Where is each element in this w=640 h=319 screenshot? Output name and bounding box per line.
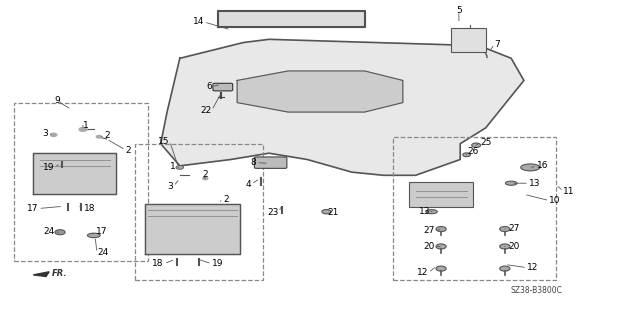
Text: 4: 4 <box>246 180 251 189</box>
Circle shape <box>500 266 510 271</box>
Text: 16: 16 <box>537 161 548 170</box>
Text: 6: 6 <box>206 82 212 91</box>
Ellipse shape <box>88 233 100 238</box>
Text: 12: 12 <box>527 263 538 272</box>
Text: 27: 27 <box>508 224 519 233</box>
Text: 7: 7 <box>495 40 500 48</box>
Polygon shape <box>218 11 365 27</box>
FancyBboxPatch shape <box>213 83 233 91</box>
Text: 22: 22 <box>200 106 212 115</box>
Text: 20: 20 <box>508 242 519 251</box>
Text: FR.: FR. <box>52 270 67 278</box>
Circle shape <box>436 266 446 271</box>
Text: SZ38-B3800C: SZ38-B3800C <box>510 286 562 295</box>
Circle shape <box>203 177 208 180</box>
Ellipse shape <box>426 210 437 214</box>
Circle shape <box>500 226 510 232</box>
Text: 14: 14 <box>193 18 204 26</box>
Text: 11: 11 <box>563 187 575 196</box>
Text: 18: 18 <box>152 259 164 268</box>
Polygon shape <box>33 153 116 194</box>
Circle shape <box>463 153 470 157</box>
Text: 17: 17 <box>96 227 107 236</box>
Text: 2: 2 <box>104 131 110 140</box>
Text: 9: 9 <box>54 97 60 106</box>
Text: 13: 13 <box>419 207 431 216</box>
Text: 2: 2 <box>125 145 131 154</box>
Text: 12: 12 <box>417 268 428 277</box>
Text: 8: 8 <box>250 158 256 167</box>
Text: 15: 15 <box>158 137 170 146</box>
Text: 5: 5 <box>456 6 462 15</box>
Bar <box>451 28 486 52</box>
Text: 3: 3 <box>42 129 48 138</box>
Text: 2: 2 <box>223 195 228 204</box>
Ellipse shape <box>521 164 540 171</box>
Circle shape <box>500 244 510 249</box>
Circle shape <box>79 128 87 131</box>
Polygon shape <box>161 39 524 175</box>
Ellipse shape <box>506 181 517 185</box>
Circle shape <box>436 226 446 232</box>
FancyBboxPatch shape <box>254 157 287 168</box>
Text: 18: 18 <box>84 204 96 213</box>
Circle shape <box>436 244 446 249</box>
Text: 1: 1 <box>170 162 175 171</box>
Text: 19: 19 <box>43 163 54 172</box>
Polygon shape <box>33 272 49 277</box>
Text: 17: 17 <box>27 204 38 213</box>
Circle shape <box>97 136 101 138</box>
Circle shape <box>55 230 65 235</box>
Text: 20: 20 <box>423 242 435 251</box>
Text: 19: 19 <box>212 259 223 268</box>
Polygon shape <box>237 71 403 112</box>
Text: 24: 24 <box>43 227 54 236</box>
Text: 23: 23 <box>268 208 279 217</box>
Text: 10: 10 <box>549 196 561 205</box>
Polygon shape <box>145 204 241 254</box>
Text: 27: 27 <box>423 226 435 235</box>
Text: 2: 2 <box>202 170 208 179</box>
Text: 3: 3 <box>168 182 173 191</box>
Text: 26: 26 <box>468 147 479 156</box>
Polygon shape <box>409 182 473 207</box>
Circle shape <box>51 133 57 137</box>
Text: 1: 1 <box>83 121 89 130</box>
Text: 24: 24 <box>97 248 108 257</box>
Circle shape <box>322 210 331 214</box>
Text: 21: 21 <box>328 208 339 217</box>
Circle shape <box>176 166 184 169</box>
Text: 25: 25 <box>481 137 492 147</box>
Text: 13: 13 <box>529 179 541 188</box>
Circle shape <box>472 143 481 147</box>
